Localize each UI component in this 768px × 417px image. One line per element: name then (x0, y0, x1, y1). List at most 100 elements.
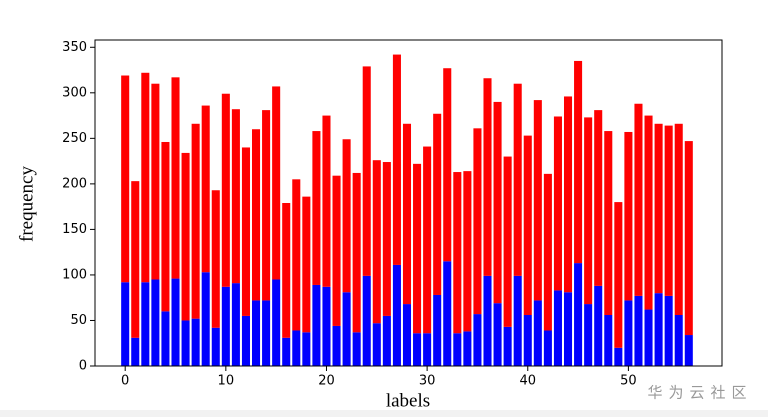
bar-segment (654, 123, 663, 294)
bar-segment (302, 332, 311, 366)
bar-segment (654, 293, 663, 366)
bar-segment (624, 300, 633, 366)
bar-segment (473, 128, 482, 315)
bar-segment (171, 77, 180, 279)
x-tick-label: 10 (218, 374, 235, 389)
bar-segment (161, 311, 170, 366)
bar-segment (342, 139, 351, 293)
bar-segment (543, 330, 552, 366)
bar-segment (201, 105, 210, 273)
bar-segment (282, 337, 291, 366)
bottom-band (0, 410, 768, 417)
bar-segment (463, 171, 472, 332)
bar-segment (181, 320, 190, 366)
bar-segment (292, 330, 301, 366)
bar-segment (634, 295, 643, 366)
bar-segment (352, 172, 361, 333)
bar-segment (171, 278, 180, 366)
bar-segment (402, 304, 412, 366)
bar-segment (241, 315, 250, 366)
bar-segment (382, 162, 391, 316)
bar-segment (453, 333, 462, 366)
bar-segment (121, 75, 130, 283)
bar-segment (664, 125, 673, 296)
bar-segment (523, 315, 532, 366)
bar-segment (513, 83, 522, 276)
bar-segment (614, 347, 623, 366)
bar-segment (574, 60, 583, 264)
x-tick-label: 40 (519, 374, 536, 389)
y-axis-label: frequency (16, 166, 37, 242)
bar-segment (433, 294, 442, 366)
bar-segment (493, 303, 502, 366)
bar-segment (372, 323, 381, 366)
bar-segment (634, 103, 643, 296)
bar-segment (543, 173, 552, 331)
bar-segment (201, 272, 210, 366)
bar-segment (241, 147, 250, 316)
bar-segment (382, 315, 391, 366)
y-tick-label: 350 (62, 40, 87, 55)
bar-segment (463, 331, 472, 366)
bar-segment (392, 264, 401, 366)
y-tick-label: 250 (62, 131, 87, 146)
bar-segment (553, 116, 562, 291)
bar-segment (362, 66, 371, 276)
bar-segment (322, 286, 331, 366)
bar-segment (614, 202, 623, 348)
y-tick-label: 50 (70, 313, 87, 328)
bar-segment (221, 286, 230, 366)
bar-segment (402, 123, 412, 305)
bar-segment (443, 68, 452, 262)
bar-segment (523, 135, 532, 316)
bar-segment (624, 131, 633, 301)
bar-segment (191, 318, 200, 366)
bar-segment (151, 279, 160, 366)
bar-segment (161, 141, 170, 312)
bar-segment (574, 263, 583, 366)
x-tick-label: 30 (419, 374, 436, 389)
bar-segment (292, 179, 301, 331)
bar-segment (604, 315, 613, 366)
bar-segment (332, 175, 341, 326)
bar-segment (211, 327, 220, 366)
bar-segment (584, 304, 593, 366)
bar-segment (553, 290, 562, 366)
bar-segment (392, 54, 401, 265)
x-tick-label: 20 (318, 374, 335, 389)
bar-segment (131, 181, 140, 338)
bar-segment (483, 78, 492, 276)
x-tick-label: 0 (121, 374, 129, 389)
bar-segment (121, 282, 130, 366)
bar-segment (674, 123, 683, 316)
bar-segment (594, 285, 603, 366)
x-tick-label: 50 (620, 374, 637, 389)
bar-segment (684, 335, 693, 366)
bar-segment (584, 117, 593, 305)
bar-segment (533, 100, 542, 301)
bar-segment (423, 146, 432, 334)
bar-segment (151, 83, 160, 280)
bar-segment (372, 160, 381, 324)
bar-segment (453, 172, 462, 334)
bar-segment (644, 309, 653, 366)
bar-segment (181, 152, 190, 321)
plot-frame (94, 39, 723, 367)
bar-segment (483, 275, 492, 366)
bar-segment (533, 300, 542, 366)
watermark: 华为云社区 (647, 384, 752, 402)
y-tick-label: 300 (62, 85, 87, 100)
y-tick-label: 100 (62, 267, 87, 282)
bar-segment (322, 115, 331, 287)
bar-segment (221, 93, 230, 287)
bar-segment (674, 315, 683, 366)
bar-segment (563, 96, 573, 293)
bar-segment (262, 110, 271, 301)
bar-segment (423, 333, 432, 366)
bar-segment (594, 110, 603, 286)
bar-segment (312, 284, 321, 366)
bar-segment (684, 141, 693, 336)
bar-segment (503, 326, 512, 366)
bar-segment (231, 283, 240, 366)
